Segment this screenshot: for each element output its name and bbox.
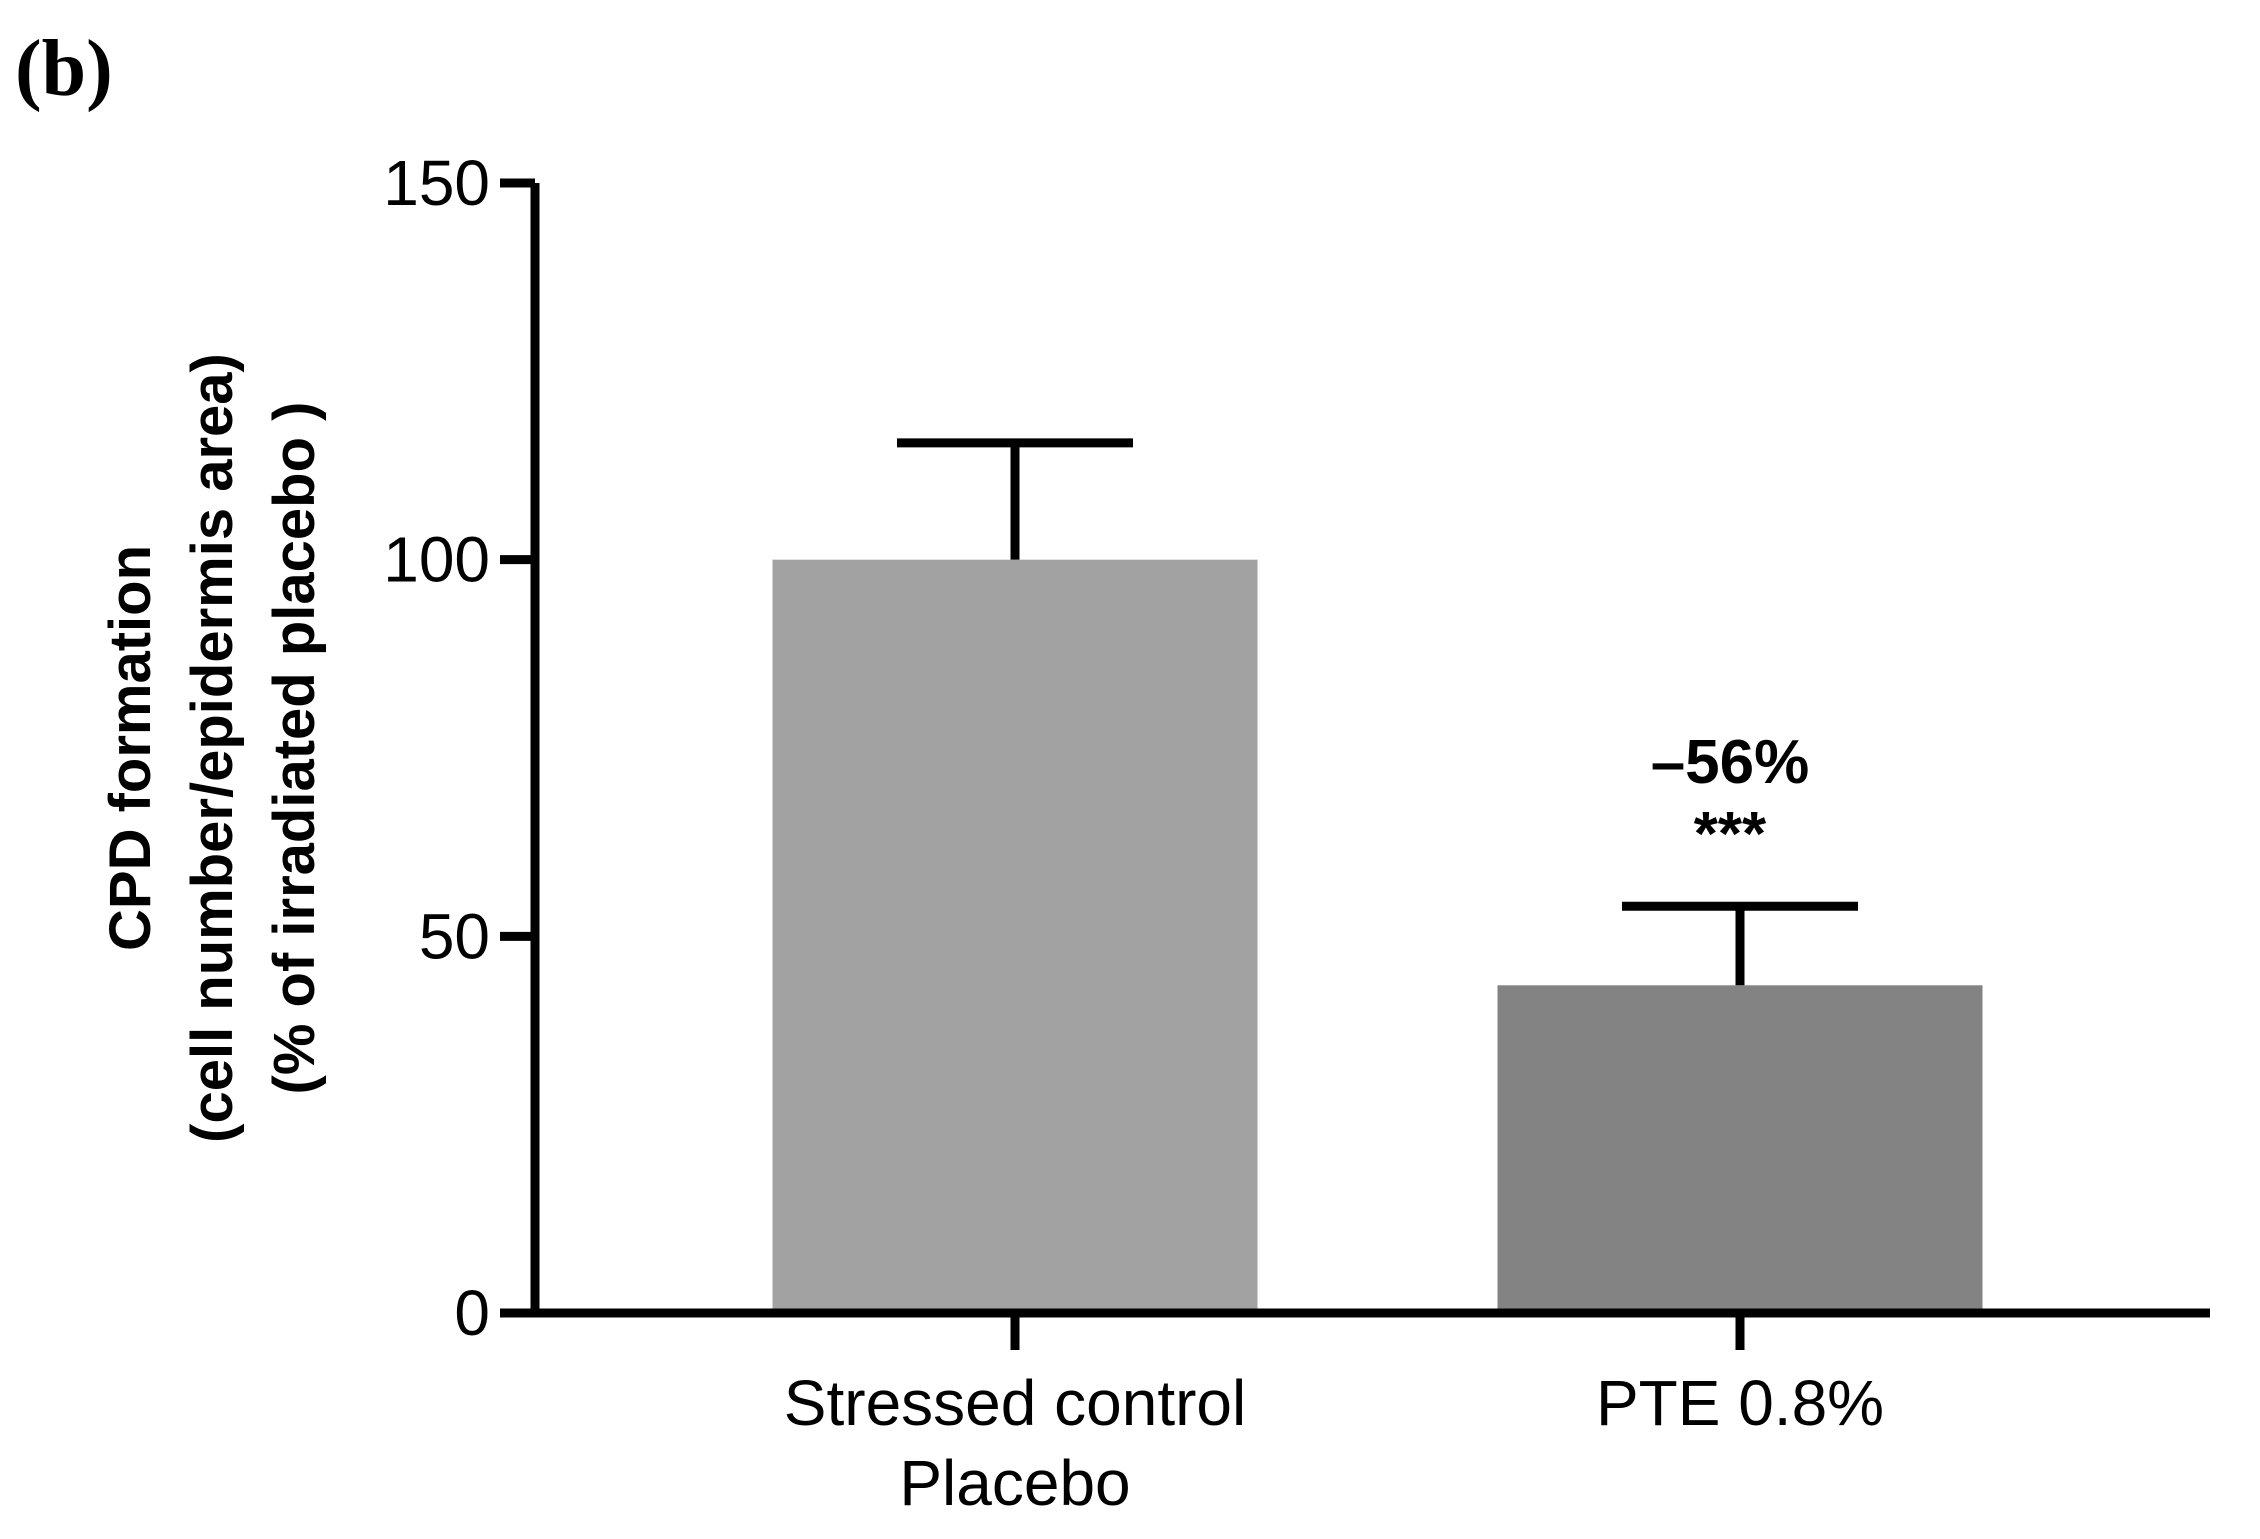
annotation-0-line-1: *** <box>1694 800 1767 869</box>
bars-group <box>772 559 1983 1313</box>
error-bars-group <box>897 438 1858 986</box>
panel-label: (b) <box>15 25 113 113</box>
y-tick-label-150: 150 <box>383 147 490 219</box>
category-label-0-line-0: Stressed control <box>784 1367 1246 1439</box>
y-axis-title-line-1: CPD formation <box>98 545 163 951</box>
y-axis-title: CPD formation (cell number/epidermis are… <box>98 353 327 1143</box>
y-axis-title-line-2: (cell number/epidermis area) <box>180 353 245 1143</box>
x-ticks-group: Stressed control Placebo PTE 0.8% <box>784 1313 1884 1519</box>
y-tick-label-100: 100 <box>383 524 490 596</box>
y-tick-label-50: 50 <box>419 900 490 972</box>
bar-0 <box>772 559 1258 1313</box>
y-tick-label-0: 0 <box>454 1277 490 1349</box>
annotations-group: –56%*** <box>1651 728 1810 869</box>
annotation-0-line-0: –56% <box>1651 728 1810 797</box>
y-ticks-group: 0 50 100 150 <box>383 147 535 1349</box>
y-axis-title-line-3: (% of irradiated placebo ) <box>262 402 327 1095</box>
axes-group <box>500 183 2210 1318</box>
category-label-1-line-0: PTE 0.8% <box>1596 1367 1884 1439</box>
category-label-0-line-1: Placebo <box>899 1447 1130 1519</box>
bar-1 <box>1497 985 1983 1313</box>
